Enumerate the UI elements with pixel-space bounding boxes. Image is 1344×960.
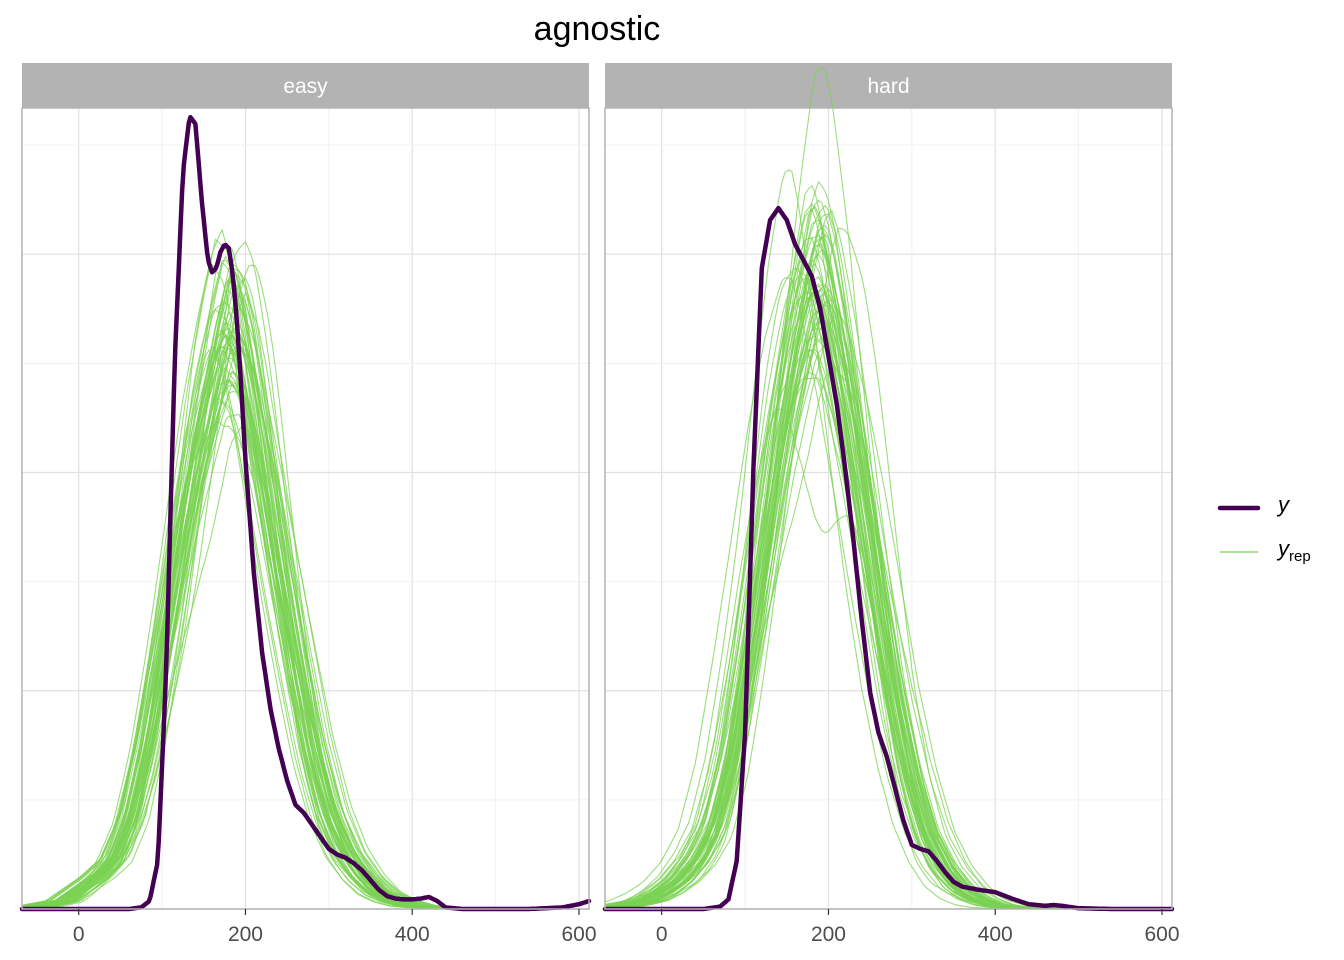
x-tick-label: 400 — [978, 923, 1013, 946]
strip-label-hard: hard — [867, 75, 909, 98]
x-tick-label: 200 — [228, 923, 263, 946]
strip-easy — [22, 63, 589, 108]
panel-hard: hard 0 200 400 600 — [602, 63, 1180, 946]
x-axis: 0 200 400 600 — [656, 909, 1180, 946]
panel-background — [605, 108, 1172, 909]
x-tick-label: 600 — [1144, 923, 1179, 946]
legend-label-y: y — [1276, 492, 1291, 517]
legend-label-yrep: yrep — [1276, 536, 1311, 565]
facet-panels: easy 0 200 400 600 hard 0 200 400 600 — [19, 63, 1180, 946]
panel-easy: easy 0 200 400 600 — [19, 63, 597, 946]
x-tick-label: 200 — [811, 923, 846, 946]
panel-border — [604, 107, 1173, 910]
strip-hard — [605, 63, 1172, 108]
legend: y yrep — [1217, 492, 1311, 565]
x-tick-label: 0 — [656, 923, 668, 946]
x-tick-label: 0 — [73, 923, 85, 946]
x-tick-label: 400 — [395, 923, 430, 946]
panel-border — [21, 107, 590, 910]
legend-label-yrep-subscript: rep — [1289, 548, 1311, 565]
chart-title: agnostic — [534, 10, 661, 48]
x-axis: 0 200 400 600 — [73, 909, 597, 946]
x-tick-label: 600 — [561, 923, 596, 946]
strip-label-easy: easy — [283, 75, 328, 98]
